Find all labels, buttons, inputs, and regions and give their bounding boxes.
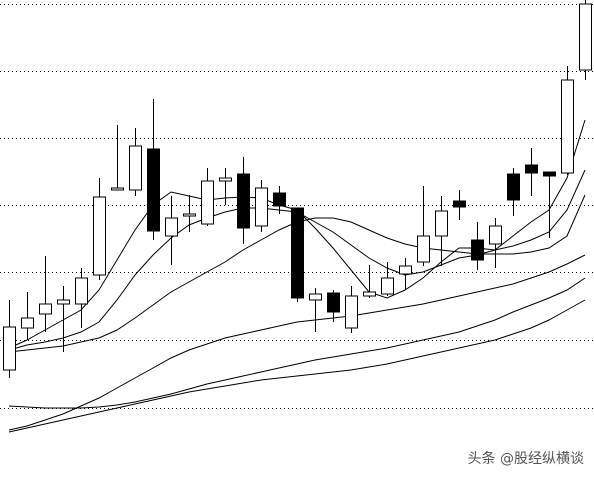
candle-body xyxy=(129,145,142,191)
watermark: 头条 @股经纵横谈 xyxy=(468,450,584,467)
candle-body xyxy=(399,265,412,275)
candles xyxy=(3,0,592,378)
candle-body xyxy=(291,207,304,299)
candle-body xyxy=(183,213,196,217)
candle-body xyxy=(93,196,106,276)
ma-line xyxy=(8,254,586,431)
candle-body xyxy=(417,235,430,263)
candle-body xyxy=(345,295,358,329)
candle-body xyxy=(363,291,376,297)
candle-body xyxy=(381,277,394,295)
candle-body xyxy=(255,187,268,227)
candle-body xyxy=(435,210,448,237)
candle-body xyxy=(219,177,232,182)
ma-line xyxy=(8,299,586,433)
candle-body xyxy=(309,293,322,301)
candle-body xyxy=(471,239,484,261)
candle-body xyxy=(543,171,556,177)
candle-body xyxy=(165,217,178,237)
candle-body xyxy=(273,192,286,207)
candle-body xyxy=(525,164,538,174)
candle-body xyxy=(507,173,520,201)
candle-body xyxy=(75,277,88,305)
candle-body xyxy=(3,326,16,371)
candle-body xyxy=(579,3,592,71)
candle-body xyxy=(147,148,160,232)
candle-body xyxy=(111,187,124,191)
candle-body xyxy=(57,299,70,305)
candle-body xyxy=(237,173,250,229)
ma-line xyxy=(8,277,586,409)
candle-body xyxy=(561,79,574,174)
candle-body xyxy=(201,180,214,225)
candle-body xyxy=(327,292,340,313)
candle-body xyxy=(39,303,52,315)
candle-body xyxy=(453,200,466,208)
grid xyxy=(0,4,594,409)
candle-body xyxy=(21,317,34,329)
candle-body xyxy=(489,225,502,245)
